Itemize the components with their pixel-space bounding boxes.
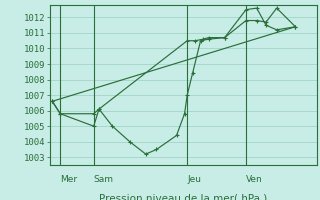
Text: Mer: Mer <box>60 175 77 184</box>
Text: Ven: Ven <box>246 175 263 184</box>
Text: Pression niveau de la mer( hPa ): Pression niveau de la mer( hPa ) <box>99 194 267 200</box>
Text: Jeu: Jeu <box>187 175 201 184</box>
Text: Sam: Sam <box>94 175 114 184</box>
